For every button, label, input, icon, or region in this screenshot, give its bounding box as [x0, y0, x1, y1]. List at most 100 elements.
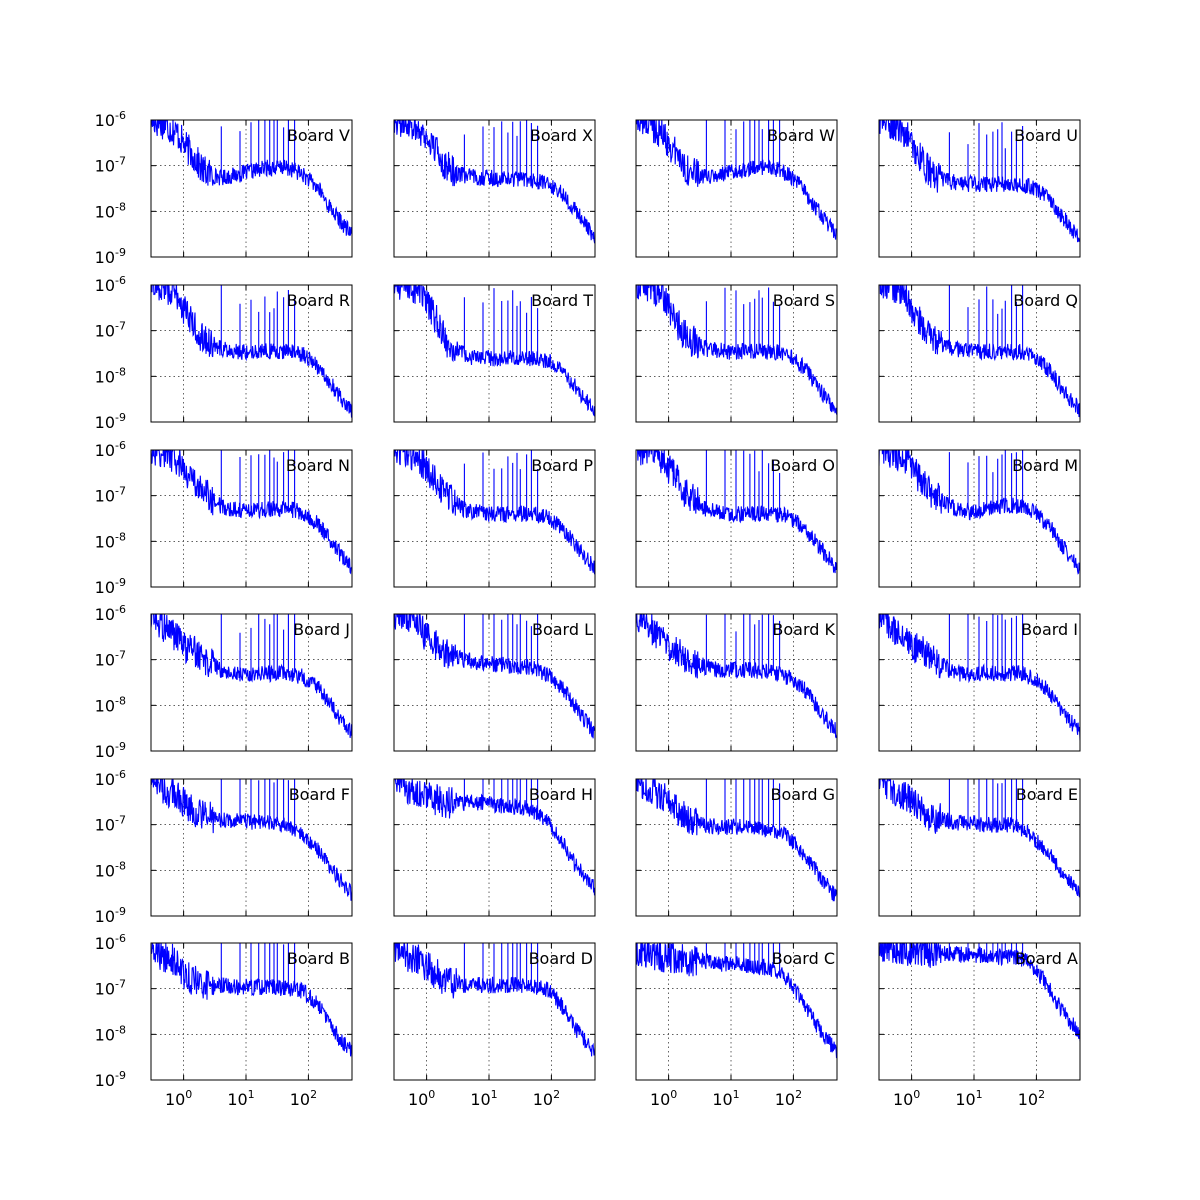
axes-frame — [878, 942, 1081, 1081]
panel-board-h: Board H — [393, 778, 596, 917]
x-tick-label: 102 — [775, 1088, 802, 1109]
series-line — [394, 943, 595, 1057]
axes-frame — [393, 284, 596, 423]
panel-label: Board X — [530, 126, 593, 145]
panel-label: Board N — [286, 456, 350, 475]
axes-frame — [878, 778, 1081, 917]
axes-frame — [635, 613, 838, 752]
series-line — [394, 779, 595, 896]
y-tick-label: 10-9 — [95, 905, 126, 926]
axes-frame — [878, 284, 1081, 423]
axes-frame — [150, 284, 353, 423]
y-tick-label: 10-7 — [95, 485, 126, 506]
panel-board-v: 10-6 10-7 10-8 10-9 Board V — [95, 109, 353, 267]
panel-label: Board D — [529, 949, 593, 968]
axes-frame — [393, 778, 596, 917]
series-line — [151, 285, 352, 418]
y-tick-label: 10-7 — [95, 649, 126, 670]
y-tick-label: 10-7 — [95, 978, 126, 999]
panel-label: Board U — [1014, 126, 1078, 145]
panel-board-n: 10-6 10-7 10-8 10-9 Board N — [95, 439, 353, 597]
x-tick-label: 101 — [955, 1088, 982, 1109]
panel-board-w: Board W — [635, 119, 838, 258]
series-line — [879, 120, 1080, 243]
panel-label: Board R — [287, 291, 350, 310]
x-tick-label: 100 — [165, 1088, 192, 1109]
panel-board-q: Board Q — [878, 284, 1081, 423]
panel-label: Board V — [287, 126, 350, 145]
series-line — [879, 779, 1080, 898]
panel-label: Board T — [531, 291, 593, 310]
panel-board-e: Board E — [878, 778, 1081, 917]
panel-label: Board B — [287, 949, 350, 968]
panel-board-r: 10-6 10-7 10-8 10-9 Board R — [95, 274, 353, 432]
axes-frame — [393, 119, 596, 258]
y-tick-label: 10-6 — [95, 439, 126, 460]
series-line — [151, 614, 352, 739]
y-tick-label: 10-6 — [95, 109, 126, 130]
series-line — [151, 943, 352, 1058]
x-tick-label: 101 — [470, 1088, 497, 1109]
series-line — [151, 779, 352, 901]
y-tick-label: 10-8 — [95, 1023, 126, 1044]
panel-label: Board F — [289, 785, 350, 804]
panel-board-s: Board S — [635, 284, 838, 423]
series-line — [879, 614, 1080, 741]
axes-frame — [635, 284, 838, 423]
axes-frame — [150, 942, 353, 1081]
y-tick-label: 10-6 — [95, 932, 126, 953]
x-tick-label: 101 — [712, 1088, 739, 1109]
y-tick-label: 10-7 — [95, 320, 126, 341]
axes-frame — [878, 119, 1081, 258]
panel-label: Board K — [772, 620, 835, 639]
panel-board-d: 100 101 102 Board D — [393, 942, 596, 1109]
axes-frame — [878, 613, 1081, 752]
y-tick-label: 10-9 — [95, 1069, 126, 1090]
panel-board-b: 100 101 102 10-6 10-7 10-8 10-9 Board B — [95, 932, 353, 1109]
panel-label: Board A — [1015, 949, 1078, 968]
series-line — [636, 285, 837, 415]
series-line — [879, 450, 1080, 575]
y-tick-label: 10-9 — [95, 411, 126, 432]
panel-label: Board Q — [1013, 291, 1078, 310]
axes-frame — [635, 119, 838, 258]
panel-label: Board P — [531, 456, 593, 475]
y-tick-label: 10-7 — [95, 814, 126, 835]
axes-frame — [635, 778, 838, 917]
y-tick-label: 10-9 — [95, 246, 126, 267]
series-line — [151, 450, 352, 575]
panel-label: Board H — [529, 785, 593, 804]
panel-label: Board G — [770, 785, 835, 804]
panel-board-a: 100 101 102 Board A — [878, 942, 1081, 1109]
series-line — [879, 943, 1080, 1042]
y-tick-label: 10-8 — [95, 530, 126, 551]
panel-board-x: Board X — [393, 119, 596, 258]
y-tick-label: 10-7 — [95, 155, 126, 176]
series-line — [636, 779, 837, 902]
y-tick-label: 10-6 — [95, 274, 126, 295]
panels-root: 10-6 10-7 10-8 10-9 Board V Board X Board W Boa… — [95, 109, 1081, 1109]
panel-label: Board L — [532, 620, 593, 639]
series-line — [394, 614, 595, 739]
y-tick-label: 10-8 — [95, 365, 126, 386]
x-tick-label: 102 — [290, 1088, 317, 1109]
y-tick-label: 10-8 — [95, 200, 126, 221]
x-tick-label: 100 — [408, 1088, 435, 1109]
panel-label: Board E — [1016, 785, 1078, 804]
axes-frame — [150, 613, 353, 752]
panel-label: Board I — [1021, 620, 1078, 639]
y-tick-label: 10-6 — [95, 603, 126, 624]
panel-board-j: 10-6 10-7 10-8 10-9 Board J — [95, 603, 353, 761]
panel-board-m: Board M — [878, 449, 1081, 588]
panel-board-t: Board T — [393, 284, 596, 423]
axes-frame — [635, 942, 838, 1081]
y-tick-label: 10-9 — [95, 740, 126, 761]
panel-label: Board M — [1012, 456, 1078, 475]
axes-frame — [150, 778, 353, 917]
x-tick-label: 102 — [1018, 1088, 1045, 1109]
panel-board-u: Board U — [878, 119, 1081, 258]
axes-frame — [150, 449, 353, 588]
series-line — [394, 450, 595, 575]
x-tick-label: 101 — [227, 1088, 254, 1109]
panel-board-f: 10-6 10-7 10-8 10-9 Board F — [95, 768, 353, 926]
